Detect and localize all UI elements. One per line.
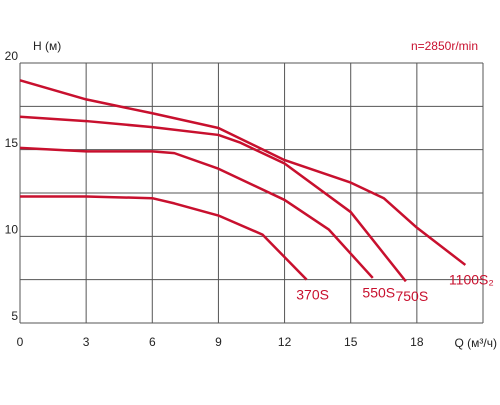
x-tick-label: 6 <box>149 335 156 349</box>
x-tick-label: 3 <box>83 335 90 349</box>
x-axis-label: Q (м³/ч) <box>455 336 498 350</box>
y-tick-label: 15 <box>5 136 19 150</box>
series-label: 370S <box>296 286 329 302</box>
series-label: 1100S₂ <box>449 272 494 288</box>
series-label: 750S <box>395 288 428 304</box>
x-tick-label: 9 <box>215 335 222 349</box>
curve <box>20 195 308 281</box>
x-tick-label: 0 <box>17 335 24 349</box>
y-tick-label: 5 <box>11 309 18 323</box>
y-tick-label: 20 <box>5 49 19 63</box>
curve <box>19 146 374 279</box>
x-tick-label: 15 <box>344 335 358 349</box>
y-axis-label: H (м) <box>33 39 61 53</box>
curve <box>19 79 467 266</box>
annotation: n=2850r/min <box>411 39 478 53</box>
curve <box>19 115 407 283</box>
series-label: 550S <box>362 285 395 301</box>
y-tick-label: 10 <box>5 223 19 237</box>
x-tick-label: 18 <box>410 335 424 349</box>
x-tick-label: 12 <box>278 335 292 349</box>
